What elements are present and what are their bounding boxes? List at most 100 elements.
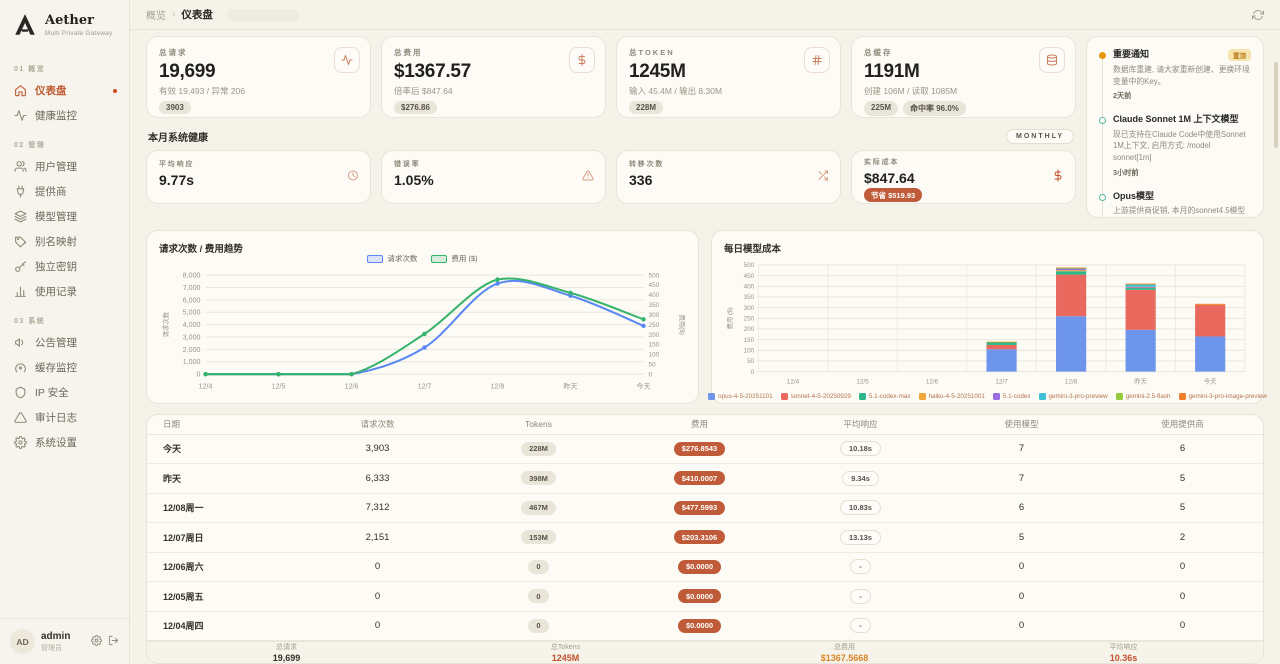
sidebar-item-announcements[interactable]: 公告管理 — [0, 330, 129, 355]
column-header: 日期 — [163, 419, 181, 430]
sidebar-item-usage[interactable]: 使用记录 — [0, 279, 129, 304]
stat-subtext: 有效 19,493 / 异常 206 — [159, 86, 245, 96]
line-chart-legend: 请求次数 费用 ($) — [147, 253, 698, 264]
legend-swatch — [1115, 392, 1123, 400]
table-row[interactable]: 12/07周日 2,151 153M $203.3106 13.13s 5 2 — [147, 523, 1263, 553]
legend-swatch — [780, 392, 788, 400]
health-icon — [14, 109, 27, 122]
sidebar-item-dashboard[interactable]: 仪表盘 — [0, 78, 129, 103]
shuffle-icon — [817, 170, 829, 185]
cost-badge: $203.3106 — [673, 530, 726, 545]
notice-title: 重要通知 — [1113, 49, 1150, 59]
legend-item[interactable]: haiku-4-5-20251001 — [918, 392, 985, 400]
legend-item[interactable]: 5.1-codex — [992, 392, 1031, 400]
svg-text:4,000: 4,000 — [183, 322, 201, 329]
table-row[interactable]: 12/05周五 0 0 $0.0000 - 0 0 — [147, 582, 1263, 612]
svg-text:1,000: 1,000 — [183, 359, 201, 366]
svg-text:500: 500 — [649, 272, 660, 279]
cell-models: 7 — [1018, 443, 1025, 455]
breadcrumb-parent[interactable]: 概览 — [146, 11, 166, 22]
logout-icon[interactable] — [108, 635, 119, 649]
legend-item[interactable]: gemini-2.5-flash — [1115, 392, 1171, 400]
clock-icon — [347, 170, 359, 185]
announce-icon — [14, 336, 27, 349]
notices-panel: 重要通知 置顶 数据库重建, 请大家重新创建、更换环境变量中的Key。 2天前 … — [1086, 36, 1264, 218]
sidebar-item-keys[interactable]: 独立密钥 — [0, 254, 129, 279]
refresh-icon[interactable] — [1252, 9, 1264, 21]
notice-body: 现已支持在Claude Code中使用Sonnet 1M上下文, 启用方式: /… — [1113, 129, 1246, 162]
table-row[interactable]: 昨天 6,333 398M $410.0007 9.34s 7 5 — [147, 464, 1263, 494]
sidebar-item-alias[interactable]: 别名映射 — [0, 229, 129, 254]
sidebar-item-health[interactable]: 健康监控 — [0, 103, 129, 128]
svg-text:12/4: 12/4 — [199, 383, 213, 390]
sidebar-item-label: 缓存监控 — [35, 362, 77, 374]
table-row[interactable]: 今天 3,903 228M $276.8543 10.18s 7 6 — [147, 435, 1263, 464]
svg-text:5,000: 5,000 — [183, 310, 201, 317]
svg-text:450: 450 — [744, 273, 755, 280]
latency-badge: - — [850, 588, 871, 604]
cell-providers: 5 — [1179, 502, 1186, 514]
breadcrumb-current: 仪表盘 — [181, 9, 213, 21]
sidebar-item-settings[interactable]: 系统设置 — [0, 430, 129, 455]
cell-requests: 0 — [374, 590, 381, 602]
legend-item[interactable]: 5.1-codex-max — [858, 392, 911, 400]
tokens-badge: 0 — [528, 559, 549, 574]
svg-text:200: 200 — [744, 326, 755, 333]
table-row[interactable]: 12/08周一 7,312 467M $477.5993 10.83s 6 5 — [147, 494, 1263, 523]
tokens-badge: 0 — [528, 589, 549, 604]
sidebar-item-cache[interactable]: 缓存监控 — [0, 355, 129, 380]
sidebar-item-label: 别名映射 — [35, 236, 77, 248]
key-icon — [14, 260, 27, 273]
breadcrumb-separator: › — [172, 9, 176, 20]
stat-badge: 命中率 96.0% — [903, 101, 966, 116]
sidebar-item-ip-security[interactable]: IP 安全 — [0, 380, 129, 405]
logo: Aether Multi Private Gateway — [0, 12, 129, 52]
user-row: AD admin 管理员 — [0, 618, 129, 654]
latency-badge: - — [850, 559, 871, 575]
user-role: 管理员 — [41, 644, 62, 652]
cell-models: 0 — [1018, 620, 1025, 632]
table-row[interactable]: 12/04周四 0 0 $0.0000 - 0 0 — [147, 612, 1263, 641]
notice-item[interactable]: Claude Sonnet 1M 上下文模型 现已支持在Claude Code中… — [1099, 114, 1251, 177]
health-label: 转移次数 — [629, 161, 665, 168]
legend-item[interactable]: gemini-3-pro-preview — [1038, 392, 1108, 400]
cell-date: 12/07周日 — [163, 532, 204, 543]
notice-item[interactable]: 重要通知 置顶 数据库重建, 请大家重新创建、更换环境变量中的Key。 2天前 — [1099, 49, 1251, 101]
sidebar-item-label: 审计日志 — [35, 412, 77, 424]
legend-item[interactable]: sonnet-4-5-20250929 — [780, 392, 851, 400]
health-value: 1.05% — [394, 172, 434, 188]
avatar: AD — [10, 629, 35, 654]
sidebar-item-audit-logs[interactable]: 审计日志 — [0, 405, 129, 430]
table-row[interactable]: 12/06周六 0 0 $0.0000 - 0 0 — [147, 553, 1263, 582]
savings-badge: 节省 $519.93 — [864, 188, 923, 202]
stat-badges: $276.86 — [394, 101, 593, 114]
legend-item[interactable]: 请求次数 — [367, 253, 417, 264]
monthly-badge[interactable]: MONTHLY — [1006, 129, 1074, 144]
legend-item[interactable]: 费用 ($) — [431, 253, 478, 264]
svg-text:50: 50 — [747, 358, 755, 365]
stat-subtext: 输入 45.4M / 输出 8.30M — [629, 86, 723, 96]
health-label: 实际成本 — [864, 159, 900, 166]
legend-item[interactable]: gemini-3-pro-image-preview — [1178, 392, 1267, 400]
summary-stat: 总Tokens 1245M — [426, 642, 705, 663]
sidebar-item-models[interactable]: 模型管理 — [0, 204, 129, 229]
svg-text:今天: 今天 — [1204, 377, 1217, 386]
sidebar-item-providers[interactable]: 提供商 — [0, 179, 129, 204]
pinned-badge: 置顶 — [1228, 49, 1251, 61]
health-card: 实际成本 $847.64 节省 $519.93 — [851, 150, 1076, 204]
notice-time: 2天前 — [1113, 91, 1132, 101]
column-header: 使用提供商 — [1161, 419, 1204, 430]
scrollbar[interactable] — [1274, 62, 1278, 148]
users-icon — [14, 160, 27, 173]
summary-label: 总费用 — [834, 644, 855, 651]
gear-icon[interactable] — [91, 634, 102, 649]
stat-value: 1191M — [864, 61, 920, 82]
sidebar-item-label: IP 安全 — [35, 387, 69, 399]
svg-text:费用 ($): 费用 ($) — [725, 307, 734, 329]
health-cards-row: 平均响应 9.77s 错误率 1.05% 转移次数 336 实际成本 $847.… — [146, 150, 1076, 204]
triangle-icon — [14, 411, 27, 424]
legend-item[interactable]: opus-4-5-20251101 — [708, 392, 773, 400]
sidebar-item-users[interactable]: 用户管理 — [0, 154, 129, 179]
